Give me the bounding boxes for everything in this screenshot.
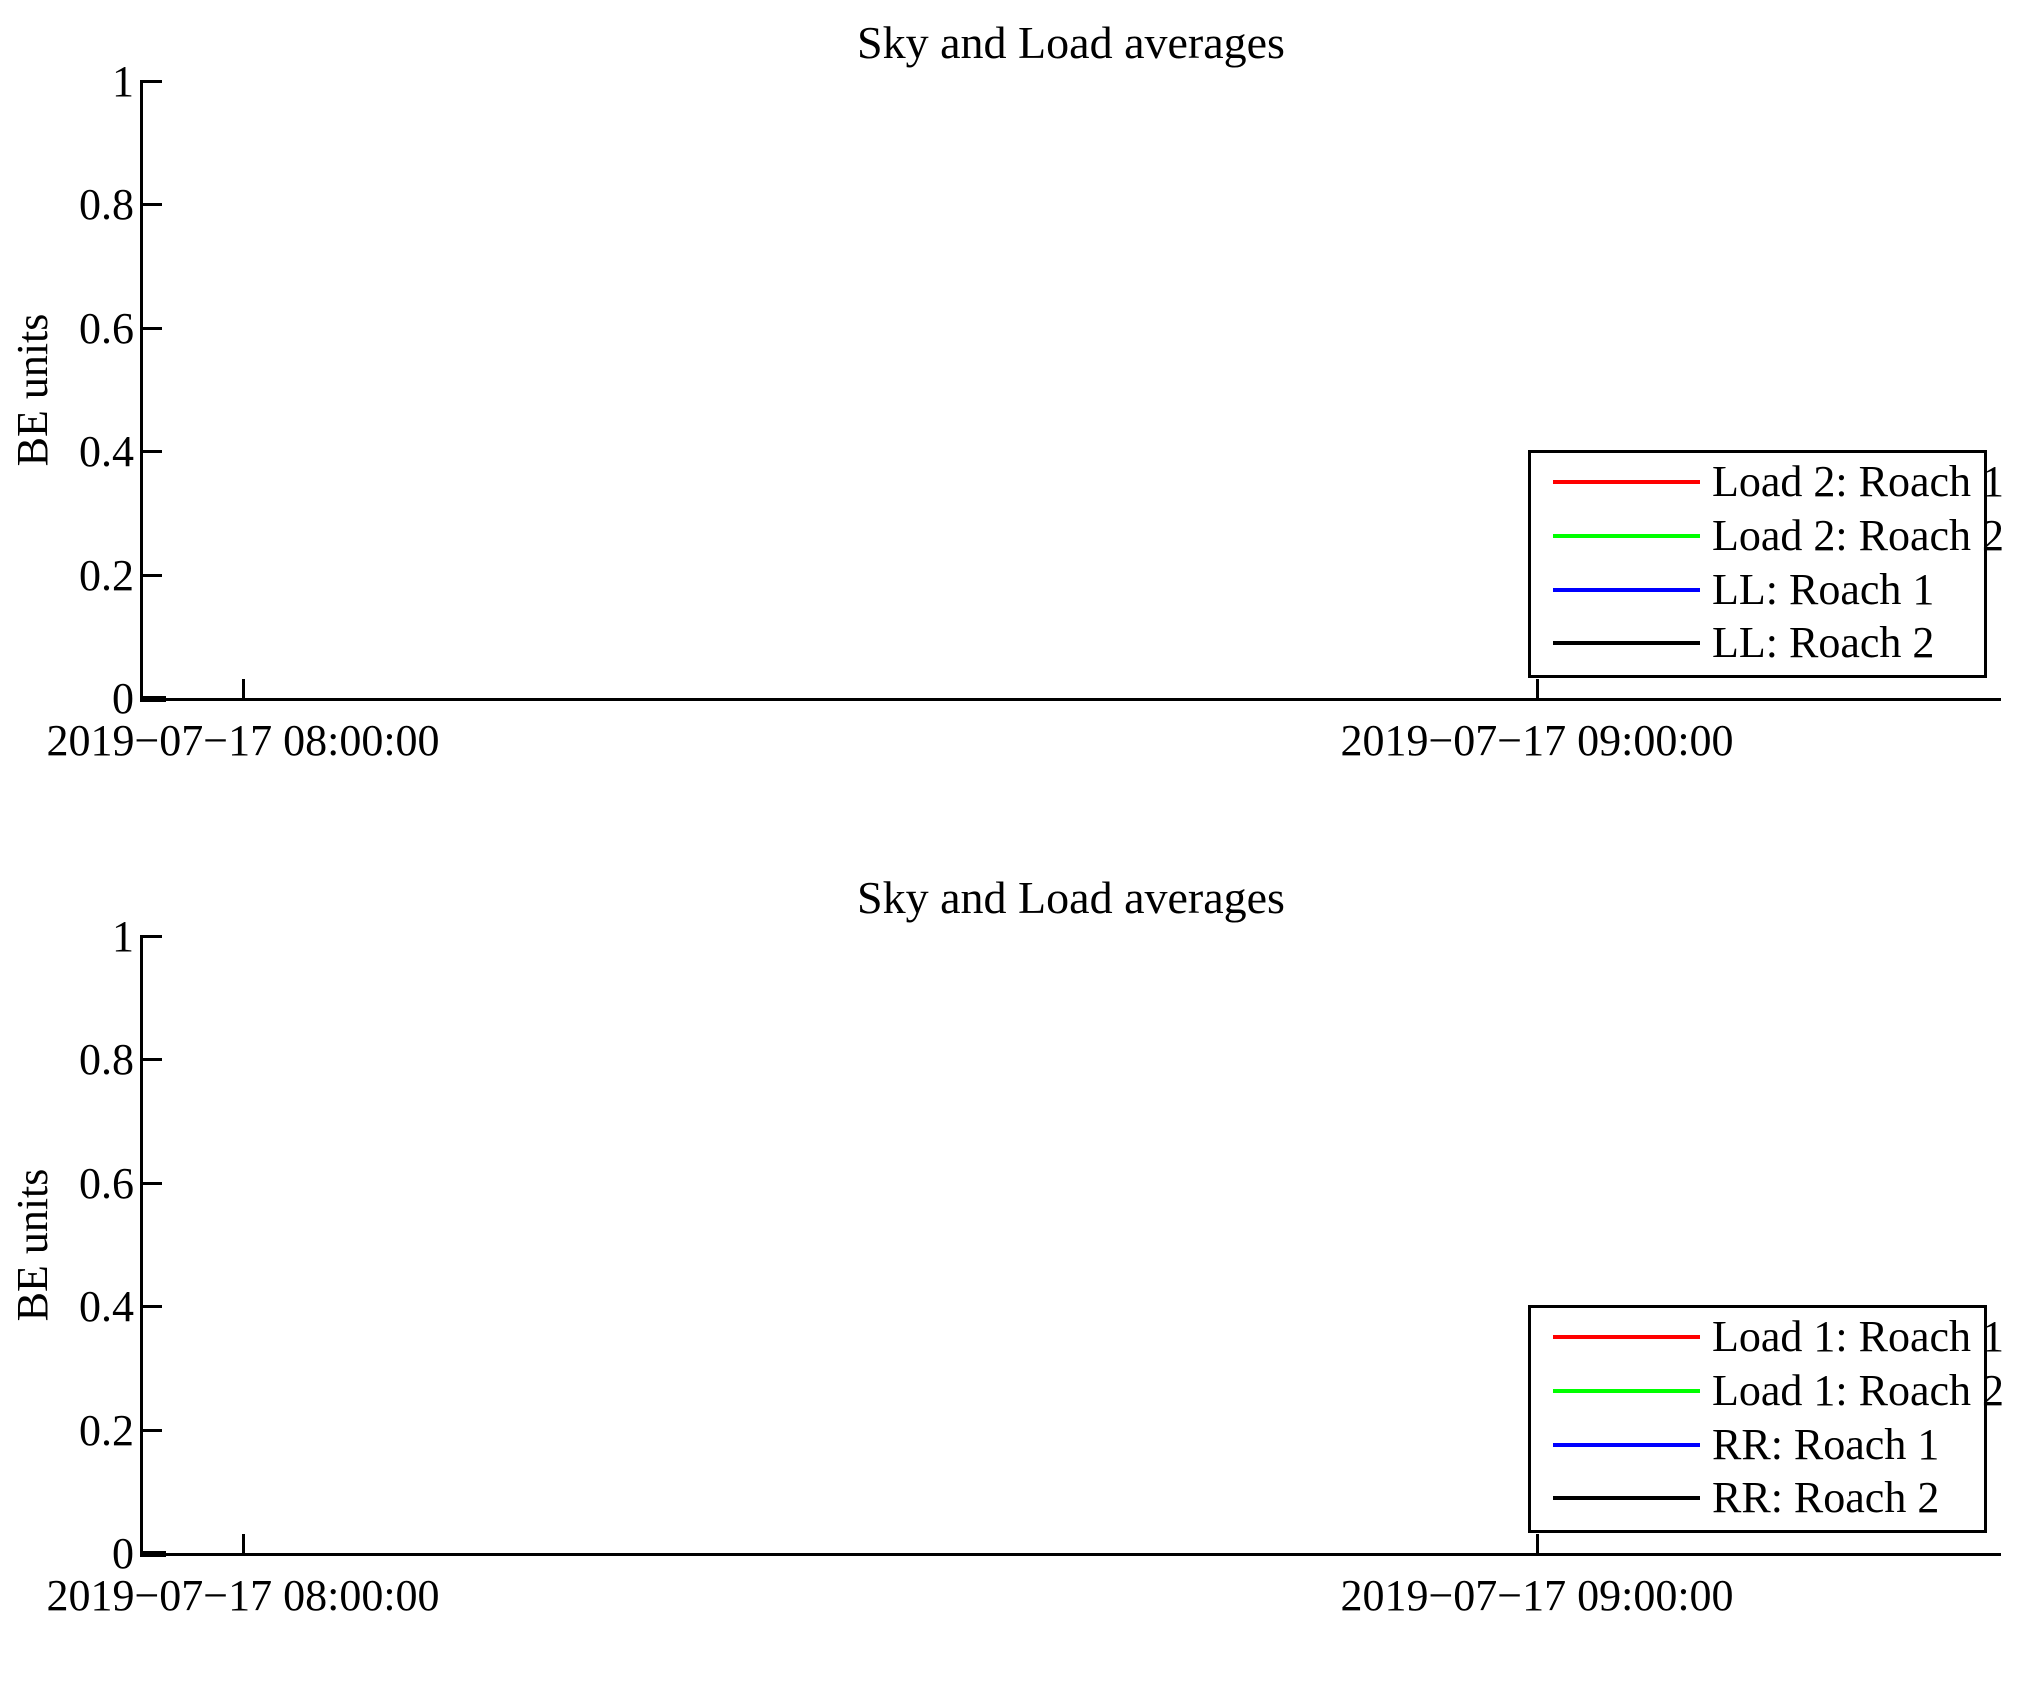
x-tick [242, 679, 245, 698]
y-tick [143, 1058, 162, 1061]
y-tick [143, 1429, 162, 1432]
x-tick [242, 1534, 245, 1553]
legend-label: Load 2: Roach 2 [1712, 511, 2005, 560]
y-tick-label: 0.6 [79, 304, 134, 353]
legend-line-sample [1553, 1443, 1700, 1447]
legend-label: Load 2: Roach 1 [1712, 457, 2005, 506]
x-tick-label: 2019−07−17 08:00:00 [46, 1571, 440, 1620]
legend-line-sample [1553, 1496, 1700, 1500]
x-axis-line [140, 1553, 2001, 1556]
legend-label: LL: Roach 2 [1712, 618, 1935, 667]
legend-line-sample [1553, 1389, 1700, 1393]
y-axis-line [140, 935, 143, 1556]
legend-label: RR: Roach 2 [1712, 1473, 1940, 1522]
y-tick-label: 0.8 [79, 180, 134, 229]
x-tick-label: 2019−07−17 09:00:00 [1340, 1571, 1734, 1620]
legend-label: Load 1: Roach 1 [1712, 1312, 2005, 1361]
legend-label: Load 1: Roach 2 [1712, 1366, 2005, 1415]
y-tick-label: 0.2 [79, 1406, 134, 1455]
y-tick [143, 1305, 162, 1308]
y-tick-label: 0.4 [79, 427, 134, 476]
legend-box [1528, 1305, 1987, 1533]
y-tick [143, 450, 162, 453]
y-tick [143, 935, 162, 938]
y-tick [143, 327, 162, 330]
legend-box [1528, 450, 1987, 678]
y-tick-label: 0.4 [79, 1282, 134, 1331]
y-tick [143, 80, 162, 83]
x-tick-label: 2019−07−17 09:00:00 [1340, 716, 1734, 765]
legend-label: RR: Roach 1 [1712, 1420, 1940, 1469]
chart-title: Sky and Load averages [857, 17, 1285, 68]
legend-line-sample [1553, 480, 1700, 484]
legend-line-sample [1553, 641, 1700, 645]
chart-title: Sky and Load averages [857, 872, 1285, 923]
x-axis-line [140, 698, 2001, 701]
y-tick [143, 574, 162, 577]
x-tick [1536, 1534, 1539, 1553]
y-axis-line [140, 80, 143, 701]
x-tick-label: 2019−07−17 08:00:00 [46, 716, 440, 765]
legend-line-sample [1553, 534, 1700, 538]
y-tick-label: 0 [112, 1529, 134, 1578]
legend-line-sample [1553, 1335, 1700, 1339]
y-tick-label: 0.2 [79, 551, 134, 600]
legend-label: LL: Roach 1 [1712, 565, 1935, 614]
legend-line-sample [1553, 588, 1700, 592]
x-tick [1536, 679, 1539, 698]
data-series-line [140, 1551, 166, 1557]
y-tick [143, 1182, 162, 1185]
y-tick [143, 203, 162, 206]
y-tick-label: 1 [112, 912, 134, 961]
data-series-line [140, 696, 166, 702]
y-tick-label: 0.8 [79, 1035, 134, 1084]
y-tick-label: 0 [112, 674, 134, 723]
y-tick-label: 0.6 [79, 1159, 134, 1208]
y-tick-label: 1 [112, 57, 134, 106]
